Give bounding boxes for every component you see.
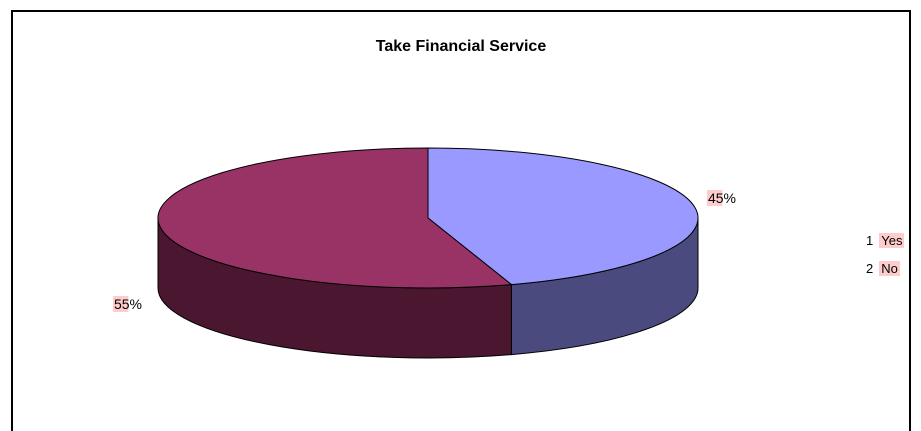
legend-label: Yes	[879, 233, 905, 248]
legend-item-yes: 1 Yes	[866, 233, 905, 248]
data-label-highlight	[112, 296, 129, 312]
slice-no	[157, 147, 513, 289]
legend-label: No	[879, 261, 900, 276]
legend-index: 2	[866, 261, 874, 276]
chart-title: Take Financial Service	[375, 38, 547, 55]
slice-yes	[427, 147, 699, 286]
data-label-no: 55%	[114, 296, 142, 312]
data-label-highlight	[706, 190, 723, 206]
data-label-yes: 45%	[708, 190, 736, 206]
legend-item-no: 2 No	[866, 261, 900, 276]
legend-index: 1	[866, 233, 874, 248]
